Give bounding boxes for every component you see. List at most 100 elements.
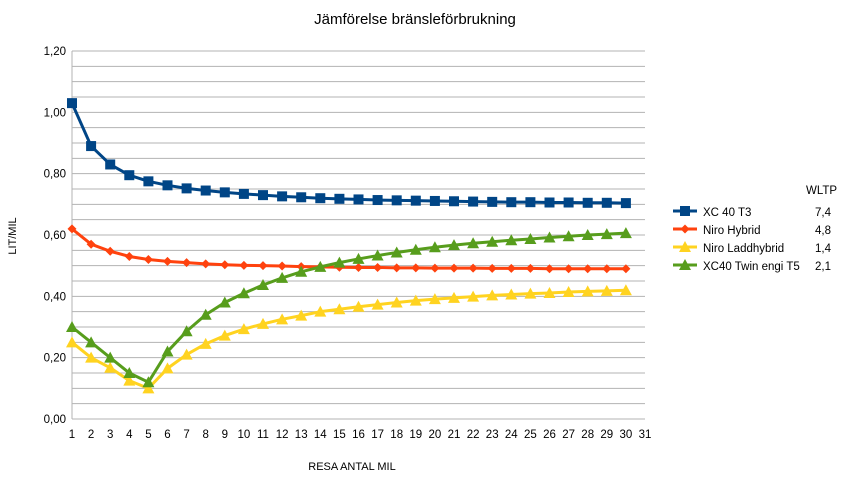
- data-point: [237, 287, 250, 299]
- data-point: [429, 195, 440, 206]
- y-tick-label: 1,00: [44, 107, 66, 119]
- data-point: [354, 263, 363, 273]
- x-tick-label: 10: [238, 429, 251, 441]
- data-point: [409, 243, 422, 255]
- series-line: [71, 231, 626, 384]
- legend-wltp-value: 4,8: [815, 225, 831, 237]
- x-tick-label: 31: [639, 429, 652, 441]
- data-point: [200, 185, 211, 196]
- x-tick-label: 23: [486, 429, 499, 441]
- data-point: [314, 260, 327, 272]
- legend-label: Niro Hybrid: [703, 225, 761, 237]
- x-tick-label: 25: [524, 429, 537, 441]
- data-point: [104, 361, 117, 373]
- x-tick-label: 2: [88, 429, 94, 441]
- legend-wltp-value: 1,4: [815, 243, 832, 255]
- data-point: [619, 227, 632, 239]
- data-point: [352, 252, 365, 264]
- data-point: [295, 265, 308, 277]
- x-tick-label: 8: [202, 429, 208, 441]
- data-point: [238, 188, 249, 199]
- legend-wltp-value: 2,1: [815, 261, 831, 273]
- x-tick-label: 19: [409, 429, 422, 441]
- y-axis-title: LIT/MIL: [7, 217, 19, 254]
- data-point: [562, 230, 575, 242]
- data-point: [181, 183, 192, 194]
- legend-header: WLTP: [806, 185, 837, 197]
- data-point: [582, 197, 593, 208]
- data-point: [448, 291, 460, 303]
- x-tick-label: 29: [600, 429, 613, 441]
- data-point: [143, 255, 153, 265]
- data-point: [85, 336, 98, 348]
- data-point: [467, 237, 480, 249]
- data-point: [143, 176, 154, 187]
- data-point: [67, 98, 77, 109]
- data-point: [257, 317, 269, 329]
- data-point: [544, 197, 555, 208]
- data-point: [352, 300, 365, 312]
- chart-title: Jämförelse bränsleförbrukning: [314, 11, 516, 28]
- x-tick-label: 9: [222, 429, 228, 441]
- x-tick-label: 24: [505, 429, 518, 441]
- x-tick-label: 18: [390, 429, 403, 441]
- legend-item: Niro Hybrid 4,8: [673, 224, 831, 237]
- data-point: [563, 197, 574, 208]
- data-point: [449, 196, 459, 207]
- data-point: [600, 284, 613, 296]
- y-tick-label: 1,20: [44, 46, 66, 58]
- data-point: [124, 251, 134, 261]
- data-point: [411, 263, 421, 273]
- x-tick-label: 12: [276, 429, 289, 441]
- data-point: [525, 197, 536, 208]
- data-point: [277, 261, 287, 271]
- data-point: [372, 195, 383, 206]
- data-point: [66, 336, 78, 348]
- data-point: [276, 313, 289, 325]
- data-point: [86, 239, 96, 249]
- data-point: [410, 195, 421, 206]
- x-tick-label: 7: [183, 429, 189, 441]
- x-tick-label: 14: [314, 429, 327, 441]
- data-point: [581, 229, 594, 240]
- data-point: [602, 264, 612, 274]
- data-point: [581, 285, 594, 297]
- y-tick-label: 0,60: [44, 230, 66, 242]
- data-point: [353, 194, 364, 205]
- data-point: [161, 345, 174, 357]
- x-tick-label: 3: [107, 429, 113, 441]
- x-tick-label: 28: [581, 429, 594, 441]
- data-point: [486, 235, 499, 247]
- data-point: [543, 286, 556, 298]
- legend-swatch-marker: [679, 241, 691, 252]
- x-axis-title: RESA ANTAL MIL: [308, 461, 395, 473]
- data-point: [276, 271, 289, 283]
- data-point: [67, 224, 77, 234]
- data-point: [182, 258, 192, 268]
- data-point: [239, 260, 249, 270]
- data-point: [449, 263, 459, 273]
- data-point: [506, 263, 516, 273]
- data-point: [583, 264, 593, 274]
- data-point: [237, 323, 250, 335]
- legend-label: XC40 Twin engi T5: [703, 261, 800, 273]
- data-point: [409, 294, 422, 306]
- x-tick-label: 27: [562, 429, 575, 441]
- data-point: [258, 261, 268, 271]
- data-point: [199, 337, 212, 349]
- data-point: [619, 284, 632, 296]
- series-3: [66, 284, 632, 394]
- series-4: [66, 227, 632, 388]
- data-point: [487, 196, 498, 207]
- x-tick-labels: 1 2 3 4 5 6 7 8 9 10 11 12 13 14 15 16 17 18 19 20 21 22 23 24 2…: [69, 429, 652, 441]
- data-point: [333, 256, 346, 268]
- data-point: [142, 376, 155, 388]
- legend-wltp-value: 7,4: [815, 207, 832, 219]
- data-point: [543, 231, 556, 243]
- data-point: [124, 170, 135, 181]
- data-point: [428, 241, 441, 253]
- data-point: [201, 259, 211, 269]
- data-point: [601, 197, 612, 208]
- x-tick-label: 26: [543, 429, 556, 441]
